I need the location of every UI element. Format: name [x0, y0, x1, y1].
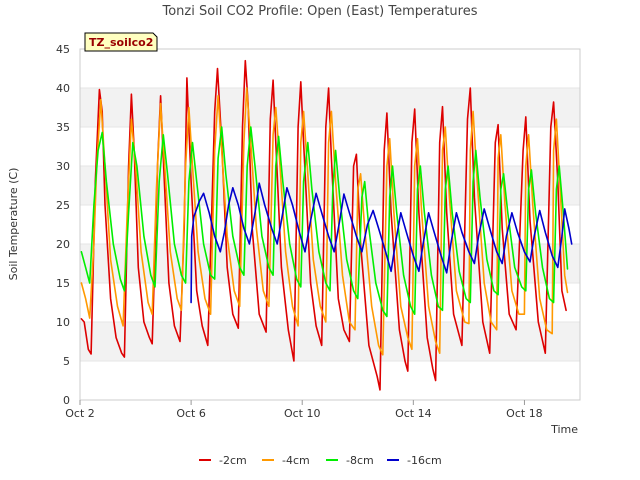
plot-border: [79, 48, 581, 401]
x-axis-label: Time: [550, 423, 578, 436]
legend-label: -16cm: [407, 454, 442, 467]
x-tick-label: Oct 14: [395, 407, 432, 420]
plot-band: [80, 361, 580, 400]
badge-box: [84, 32, 158, 52]
x-tick-label: Oct 10: [284, 407, 321, 420]
y-tick-label: 30: [56, 160, 70, 173]
plot-band: [80, 322, 580, 361]
x-tick-label: Oct 18: [506, 407, 543, 420]
y-tick-label: 25: [56, 199, 70, 212]
x-axis: Oct 2 Oct 6 Oct 10 Oct 14 Oct 18: [65, 400, 543, 420]
legend-label: -8cm: [346, 454, 374, 467]
legend-label: -4cm: [282, 454, 310, 467]
chart-title: Tonzi Soil CO2 Profile: Open (East) Temp…: [161, 4, 477, 19]
y-tick-label: 5: [63, 355, 70, 368]
badge: TZ_soilco2: [84, 32, 158, 52]
plot-band: [80, 49, 580, 88]
y-tick-label: 0: [63, 394, 70, 407]
y-tick-label: 10: [56, 316, 70, 329]
series-line: [190, 182, 573, 304]
y-tick-label: 20: [56, 238, 70, 251]
x-tick-label: Oct 2: [65, 407, 95, 420]
y-tick-label: 40: [56, 82, 70, 95]
y-tick-label: 35: [56, 121, 70, 134]
legend: -2cm -4cm -8cm -16cm: [199, 454, 442, 467]
x-tick-label: Oct 6: [176, 407, 206, 420]
y-tick-label: 45: [56, 43, 70, 56]
series-line: [80, 126, 569, 318]
series-line: [80, 87, 569, 356]
badge-label: TZ_soilco2: [89, 36, 153, 49]
y-axis: 0 5 10 15 20 25 30 35 40 45: [56, 43, 70, 407]
y-tick-label: 15: [56, 277, 70, 290]
y-axis-label: Soil Temperature (C): [7, 168, 20, 281]
legend-label: -2cm: [219, 454, 247, 467]
series-lines: [80, 59, 573, 391]
